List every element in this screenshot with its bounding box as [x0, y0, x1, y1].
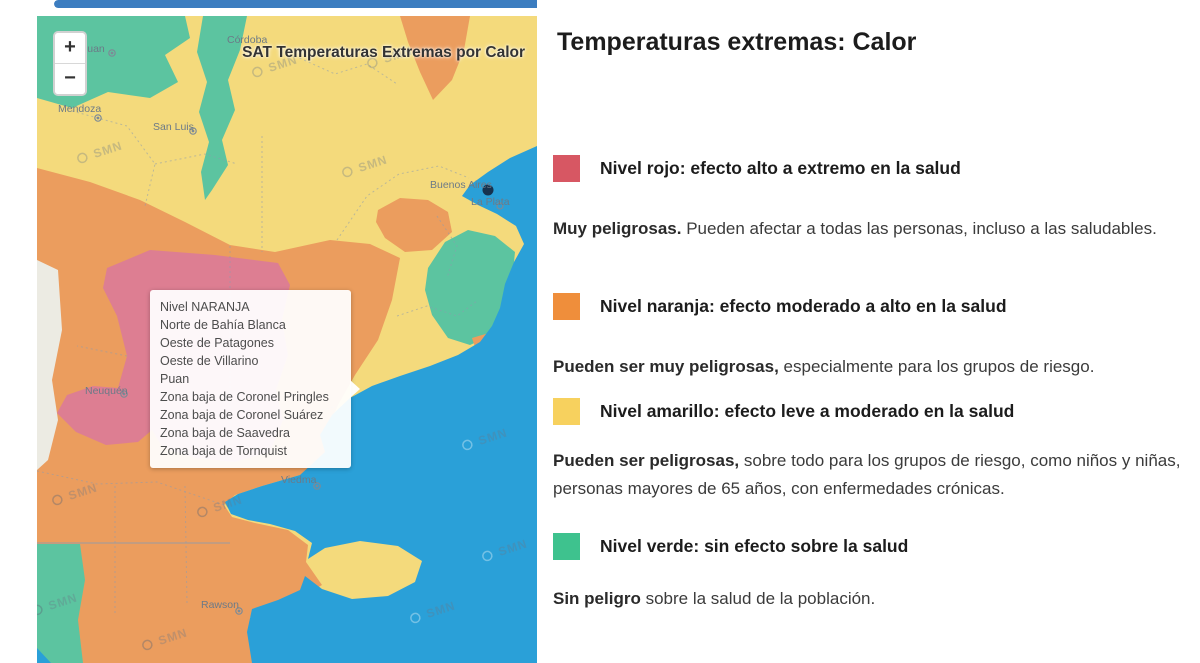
city-markers — [94, 49, 504, 615]
label-mendoza: Mendoza — [58, 103, 101, 115]
label-la-plata: La Plata — [471, 196, 510, 208]
label-cordoba: Córdoba — [227, 34, 267, 46]
red-level-heading: Nivel rojo: efecto alto a extremo en la … — [600, 158, 961, 178]
region-orange-northeast[interactable] — [400, 16, 470, 100]
map-title: SAT Temperaturas Extremas por Calor — [242, 44, 525, 61]
green-level-lead: Sin peligro — [553, 589, 641, 608]
legend-row-naranja: Nivel naranja: efecto moderado a alto en… — [553, 293, 1007, 320]
zoom-in-button[interactable]: + — [55, 33, 85, 64]
tooltip-line: Zona baja de Saavedra — [160, 426, 290, 440]
label-san-luis: San Luis — [153, 121, 194, 133]
yellow-level-heading: Nivel amarillo: efecto leve a moderado e… — [600, 401, 1015, 421]
region-orange-bawest[interactable] — [376, 198, 452, 252]
yellow-level-rest: sobre todo para los grupos de riesgo, co… — [553, 451, 1181, 498]
region-green-strip[interactable] — [197, 16, 247, 200]
green-level-swatch — [553, 533, 580, 560]
buenos-aires-marker — [482, 184, 494, 196]
yellow-level-description: Pueden ser peligrosas, sobre todo para l… — [553, 447, 1200, 503]
orange-level-lead: Pueden ser muy peligrosas, — [553, 357, 779, 376]
tooltip-line: Zona baja de Coronel Suárez — [160, 408, 324, 422]
orange-level-swatch — [553, 293, 580, 320]
ocean-pacific-corner — [37, 648, 51, 663]
tooltip-line: Oeste de Villarino — [160, 354, 259, 368]
tooltip-line: Zona baja de Coronel Pringles — [160, 390, 329, 404]
region-chile — [37, 260, 62, 470]
orange-level-heading: Nivel naranja: efecto moderado a alto en… — [600, 296, 1007, 316]
region-green-southeast[interactable] — [425, 230, 515, 345]
zoom-out-button[interactable]: − — [55, 64, 85, 94]
label-rawson: Rawson — [201, 599, 239, 611]
tooltip-line: Norte de Bahía Blanca — [160, 318, 286, 332]
red-level-description: Muy peligrosas. Pueden afectar a todas l… — [553, 215, 1158, 243]
progress-fill — [54, 0, 635, 8]
yellow-level-lead: Pueden ser peligrosas, — [553, 451, 740, 470]
tooltip-arrow — [350, 380, 360, 398]
legend-panel: Temperaturas extremas: Calor Nivel rojo:… — [537, 0, 1200, 663]
label-buenos-aires: Buenos Aires — [430, 179, 492, 191]
province-borders — [37, 55, 478, 614]
legend-row-rojo: Nivel rojo: efecto alto a extremo en la … — [553, 155, 961, 182]
region-green-southwest[interactable] — [37, 544, 85, 663]
tooltip-line: Zona baja de Tornquist — [160, 444, 287, 458]
orange-level-rest: especialmente para los grupos de riesgo. — [778, 357, 1095, 376]
ocean — [225, 146, 537, 663]
yellow-level-swatch — [553, 398, 580, 425]
label-viedma: Viedma — [281, 474, 317, 486]
tooltip-line: Nivel NARANJA — [160, 300, 250, 314]
alert-zone-tooltip: Nivel NARANJA Norte de Bahía Blanca Oest… — [150, 290, 360, 468]
zoom-control: + − — [53, 31, 87, 96]
tooltip-line: Oeste de Patagones — [160, 336, 274, 350]
tooltip-line: Puan — [160, 372, 190, 386]
alert-map[interactable]: SMN SMN SMN SMN SMN SMN SMN SMN SMN SMN … — [37, 16, 537, 663]
green-level-rest: sobre la salud de la población. — [640, 589, 876, 608]
legend-row-verde: Nivel verde: sin efecto sobre la salud — [553, 533, 908, 560]
red-level-rest: Pueden afectar a todas las personas, inc… — [681, 219, 1157, 238]
orange-level-description: Pueden ser muy peligrosas, especialmente… — [553, 353, 1200, 381]
green-level-heading: Nivel verde: sin efecto sobre la salud — [600, 536, 909, 556]
label-san-juan: Juan — [82, 43, 105, 55]
red-level-swatch — [553, 155, 580, 182]
red-level-lead: Muy peligrosas. — [553, 219, 682, 238]
city-labels: Juan Mendoza San Luis Córdoba Buenos Air… — [58, 34, 510, 611]
green-level-description: Sin peligro sobre la salud de la poblaci… — [553, 585, 1200, 613]
page-title: Temperaturas extremas: Calor — [557, 28, 917, 56]
label-neuquen: Neuquén — [85, 385, 128, 397]
legend-row-amarillo: Nivel amarillo: efecto leve a moderado e… — [553, 398, 1014, 425]
